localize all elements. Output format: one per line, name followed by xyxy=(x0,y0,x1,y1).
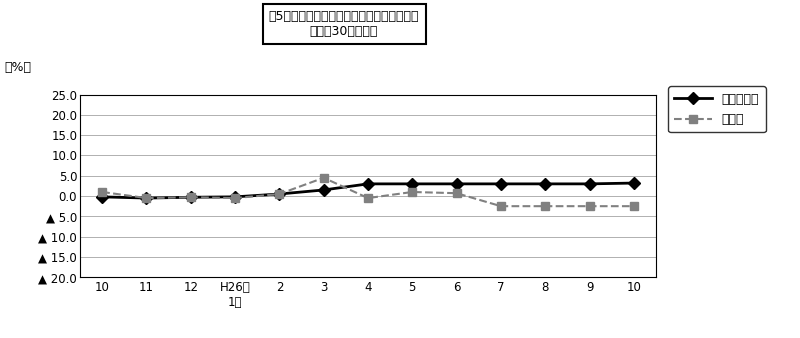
製造業 xyxy=(186,195,195,199)
製造業 xyxy=(142,196,151,200)
製造業 xyxy=(230,196,240,200)
製造業 xyxy=(98,190,107,194)
調査産業計 xyxy=(541,182,550,186)
調査産業計 xyxy=(142,196,151,200)
調査産業計 xyxy=(629,181,638,185)
製造業 xyxy=(585,204,594,208)
調査産業計 xyxy=(452,182,462,186)
調査産業計 xyxy=(274,192,284,196)
調査産業計 xyxy=(230,195,240,199)
製造業 xyxy=(407,190,417,194)
調査産業計 xyxy=(585,182,594,186)
調査産業計 xyxy=(98,195,107,199)
製造業 xyxy=(363,196,373,200)
調査産業計 xyxy=(319,188,329,192)
調査産業計 xyxy=(496,182,506,186)
調査産業計 xyxy=(186,195,195,199)
Text: （%）: （%） xyxy=(4,62,31,74)
調査産業計 xyxy=(407,182,417,186)
Line: 製造業: 製造業 xyxy=(98,174,638,210)
製造業 xyxy=(319,176,329,180)
Legend: 調査産業計, 製造業: 調査産業計, 製造業 xyxy=(668,86,766,132)
製造業 xyxy=(496,204,506,208)
製造業 xyxy=(541,204,550,208)
製造業 xyxy=(274,192,284,196)
調査産業計 xyxy=(363,182,373,186)
Text: 図5　常用労働者数の推移（対前年同月比）
－規模30人以上－: 図5 常用労働者数の推移（対前年同月比） －規模30人以上－ xyxy=(269,10,419,38)
製造業 xyxy=(629,204,638,208)
Line: 調査産業計: 調査産業計 xyxy=(98,179,638,202)
製造業 xyxy=(452,191,462,195)
